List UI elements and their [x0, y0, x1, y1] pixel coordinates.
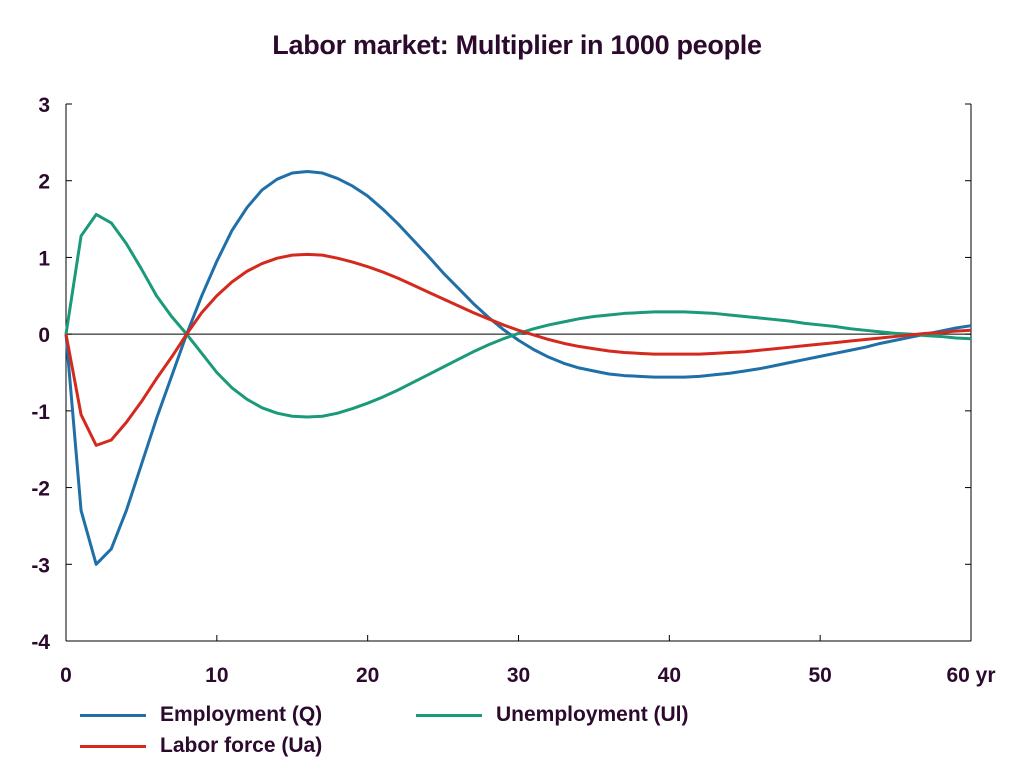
- legend-label-labor-force: Labor force (Ua): [160, 734, 323, 757]
- legend-swatch-labor-force: [80, 745, 146, 748]
- y-tick-label: -2: [31, 478, 50, 501]
- x-tick-label: 50: [808, 664, 831, 687]
- x-tick-label: 30: [507, 664, 530, 687]
- series-lines: [64, 170, 972, 566]
- x-tick-label: 60 yr: [946, 664, 995, 687]
- y-tick-label: 1: [38, 247, 50, 270]
- y-tick-label: -3: [31, 554, 50, 577]
- tick-marks: [65, 103, 972, 642]
- legend-label-employment: Employment (Q): [160, 703, 323, 726]
- series-line-labor-force-ua: [64, 252, 972, 447]
- x-tick-label: 0: [60, 664, 72, 687]
- x-tick-label: 40: [658, 664, 681, 687]
- y-tick-label: 2: [38, 171, 50, 194]
- axes: [65, 104, 972, 642]
- legend-swatch-unemployment: [416, 714, 482, 717]
- series-line-unemployment-ul: [64, 212, 972, 419]
- y-tick-label: -1: [31, 401, 50, 424]
- y-tick-label: 3: [38, 94, 50, 117]
- x-tick-label: 20: [356, 664, 379, 687]
- y-tick-label: -4: [31, 631, 50, 654]
- y-tick-label: 0: [38, 324, 50, 347]
- series-line-employment-q: [64, 170, 972, 566]
- legend-label-unemployment: Unemployment (Ul): [496, 703, 689, 726]
- legend-swatch-employment: [80, 714, 146, 717]
- x-tick-label: 10: [205, 664, 228, 687]
- chart-title: Labor market: Multiplier in 1000 people: [272, 30, 762, 60]
